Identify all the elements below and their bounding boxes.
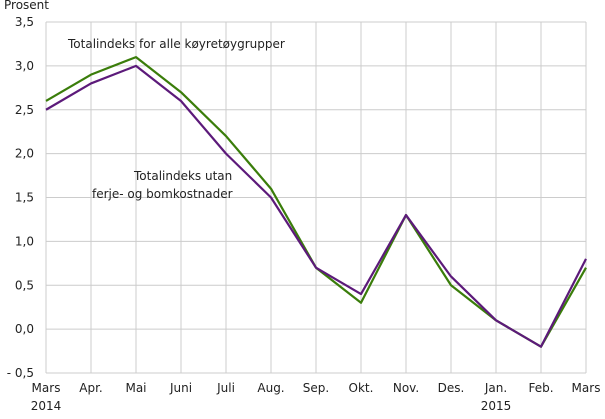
x-tick-label: Juli [216, 381, 235, 395]
y-tick-label: 1,5 [15, 191, 34, 205]
x-tick-label: Aug. [257, 381, 284, 395]
x-tick-label: Des. [438, 381, 465, 395]
series-label-total: Totalindeks for alle køyretøygrupper [67, 37, 285, 51]
y-axis-label: Prosent [4, 0, 49, 12]
x-tick-label: Okt. [349, 381, 374, 395]
x-tick-label: Mars [572, 381, 601, 395]
y-tick-label: 3,0 [15, 59, 34, 73]
x-tick-label: Juni [169, 381, 192, 395]
x-tick-label: Nov. [393, 381, 419, 395]
y-tick-label: 3,5 [15, 15, 34, 29]
x-tick-label: Mai [125, 381, 146, 395]
x-tick-label: Feb. [528, 381, 553, 395]
x-year-label: 2014 [31, 399, 62, 413]
y-tick-label: - 0,5 [7, 366, 34, 380]
y-tick-label: 2,0 [15, 147, 34, 161]
x-tick-label: Sep. [303, 381, 329, 395]
series-label-excl-line2: ferje- og bomkostnader [92, 187, 233, 201]
series-label-excl-line1: Totalindeks utan [133, 169, 232, 183]
y-tick-label: 2,5 [15, 103, 34, 117]
y-tick-label: 0,5 [15, 278, 34, 292]
x-tick-label: Jan. [484, 381, 507, 395]
x-year-label: 2015 [481, 399, 512, 413]
x-tick-label: Mars [32, 381, 61, 395]
y-tick-label: 1,0 [15, 234, 34, 248]
x-tick-label: Apr. [79, 381, 102, 395]
y-tick-label: 0,0 [15, 322, 34, 336]
